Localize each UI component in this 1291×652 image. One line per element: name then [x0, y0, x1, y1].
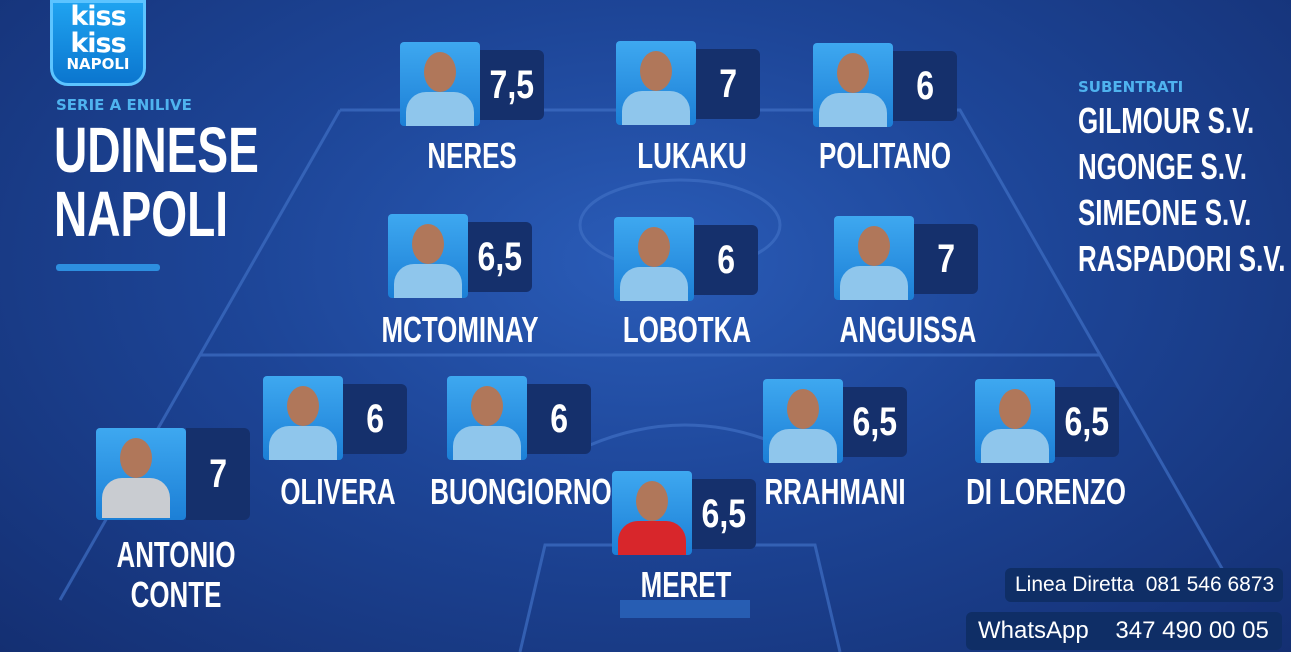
player-rating: 7 — [209, 452, 227, 496]
player-name: ANTONIO CONTE — [116, 534, 236, 615]
shirt-silhouette — [769, 429, 837, 463]
head-silhouette — [120, 438, 152, 478]
rating-box: 6,5 — [468, 222, 532, 292]
head-silhouette — [287, 386, 319, 426]
shirt-silhouette — [622, 91, 690, 125]
substitutes-panel: SUBENTRATI GILMOUR S.V. NGONGE S.V. SIME… — [1078, 78, 1291, 282]
player-rating: 6 — [717, 238, 735, 282]
logo-text: NAPOLI — [66, 55, 130, 73]
phone-label: Linea Diretta — [1015, 573, 1135, 596]
player-rating: 6 — [916, 64, 934, 108]
rating-box: 6,5 — [1055, 387, 1119, 457]
rating-box: 7,5 — [480, 50, 544, 120]
player-name: RRAHMANI — [764, 471, 906, 512]
player-rating: 6,5 — [1064, 400, 1110, 444]
whatsapp-label: WhatsApp — [978, 617, 1089, 644]
player-rating: 6 — [550, 397, 568, 441]
rating-box: 6 — [527, 384, 591, 454]
head-silhouette — [638, 227, 670, 267]
shirt-silhouette — [394, 264, 462, 298]
shirt-silhouette — [618, 521, 686, 555]
shirt-silhouette — [819, 93, 887, 127]
shirt-silhouette — [406, 92, 474, 126]
phone-number: 081 546 6873 — [1145, 573, 1275, 596]
player-rating: 7 — [937, 237, 955, 281]
shirt-silhouette — [453, 426, 521, 460]
rating-box: 6 — [343, 384, 407, 454]
player-name: DI LORENZO — [966, 471, 1126, 512]
rating-box: 7 — [696, 49, 760, 119]
head-silhouette — [999, 389, 1031, 429]
player-name: ANGUISSA — [839, 309, 977, 350]
head-silhouette — [837, 53, 869, 93]
rating-box: 7 — [914, 224, 978, 294]
logo-text: kiss — [70, 28, 126, 59]
whatsapp-contact: WhatsApp 347 490 00 05 — [966, 612, 1282, 650]
player-rating: 7 — [719, 62, 737, 106]
player-photo — [96, 428, 186, 520]
rating-box: 7 — [186, 428, 250, 520]
head-silhouette — [424, 52, 456, 92]
player-name: LUKAKU — [637, 135, 747, 176]
rating-box: 6,5 — [843, 387, 907, 457]
player-name: NERES — [427, 135, 517, 176]
rating-box: 6 — [893, 51, 957, 121]
player-name: LOBOTKA — [622, 309, 752, 350]
player-photo — [616, 41, 696, 125]
shirt-silhouette — [102, 478, 170, 518]
shirt-silhouette — [269, 426, 337, 460]
player-photo — [447, 376, 527, 460]
shirt-silhouette — [840, 266, 908, 300]
logo-text: kiss — [70, 1, 126, 32]
player-photo — [614, 217, 694, 301]
rating-box: 6,5 — [692, 479, 756, 549]
head-silhouette — [787, 389, 819, 429]
head-silhouette — [858, 226, 890, 266]
player-photo — [263, 376, 343, 460]
whatsapp-number: 347 490 00 05 — [1115, 617, 1269, 644]
away-team: NAPOLI — [54, 178, 229, 250]
player-photo — [612, 471, 692, 555]
substitute-item: NGONGE S.V. — [1078, 146, 1248, 187]
shirt-silhouette — [620, 267, 688, 301]
head-silhouette — [471, 386, 503, 426]
player-rating: 6 — [366, 397, 384, 441]
home-team: UDINESE — [54, 114, 259, 186]
player-photo — [975, 379, 1055, 463]
phone-contact: Linea Diretta 081 546 6873 — [1005, 568, 1283, 602]
head-silhouette — [412, 224, 444, 264]
shirt-silhouette — [981, 429, 1049, 463]
competition-label: SERIE A ENILIVE — [56, 96, 192, 114]
kiss-kiss-napoli-logo: kiss kiss NAPOLI — [50, 0, 146, 86]
substitute-item: RASPADORI S.V. — [1078, 238, 1286, 279]
player-rating: 6,5 — [852, 400, 898, 444]
player-name: BUONGIORNO — [430, 471, 612, 512]
substitute-item: SIMEONE S.V. — [1078, 192, 1252, 233]
player-photo — [834, 216, 914, 300]
title-underline — [56, 264, 160, 271]
rating-box: 6 — [694, 225, 758, 295]
player-name: OLIVERA — [280, 471, 396, 512]
match-title: UDINESE NAPOLI — [54, 118, 259, 246]
player-rating: 6,5 — [701, 492, 747, 536]
player-name: MERET — [640, 564, 732, 605]
player-rating: 6,5 — [477, 235, 523, 279]
head-silhouette — [640, 51, 672, 91]
player-rating: 7,5 — [489, 63, 535, 107]
head-silhouette — [636, 481, 668, 521]
substitutes-heading: SUBENTRATI — [1078, 78, 1184, 96]
player-photo — [813, 43, 893, 127]
player-photo — [400, 42, 480, 126]
substitute-item: GILMOUR S.V. — [1078, 100, 1255, 141]
player-name: POLITANO — [818, 135, 951, 176]
player-name: MCTOMINAY — [381, 309, 539, 350]
player-photo — [388, 214, 468, 298]
player-photo — [763, 379, 843, 463]
